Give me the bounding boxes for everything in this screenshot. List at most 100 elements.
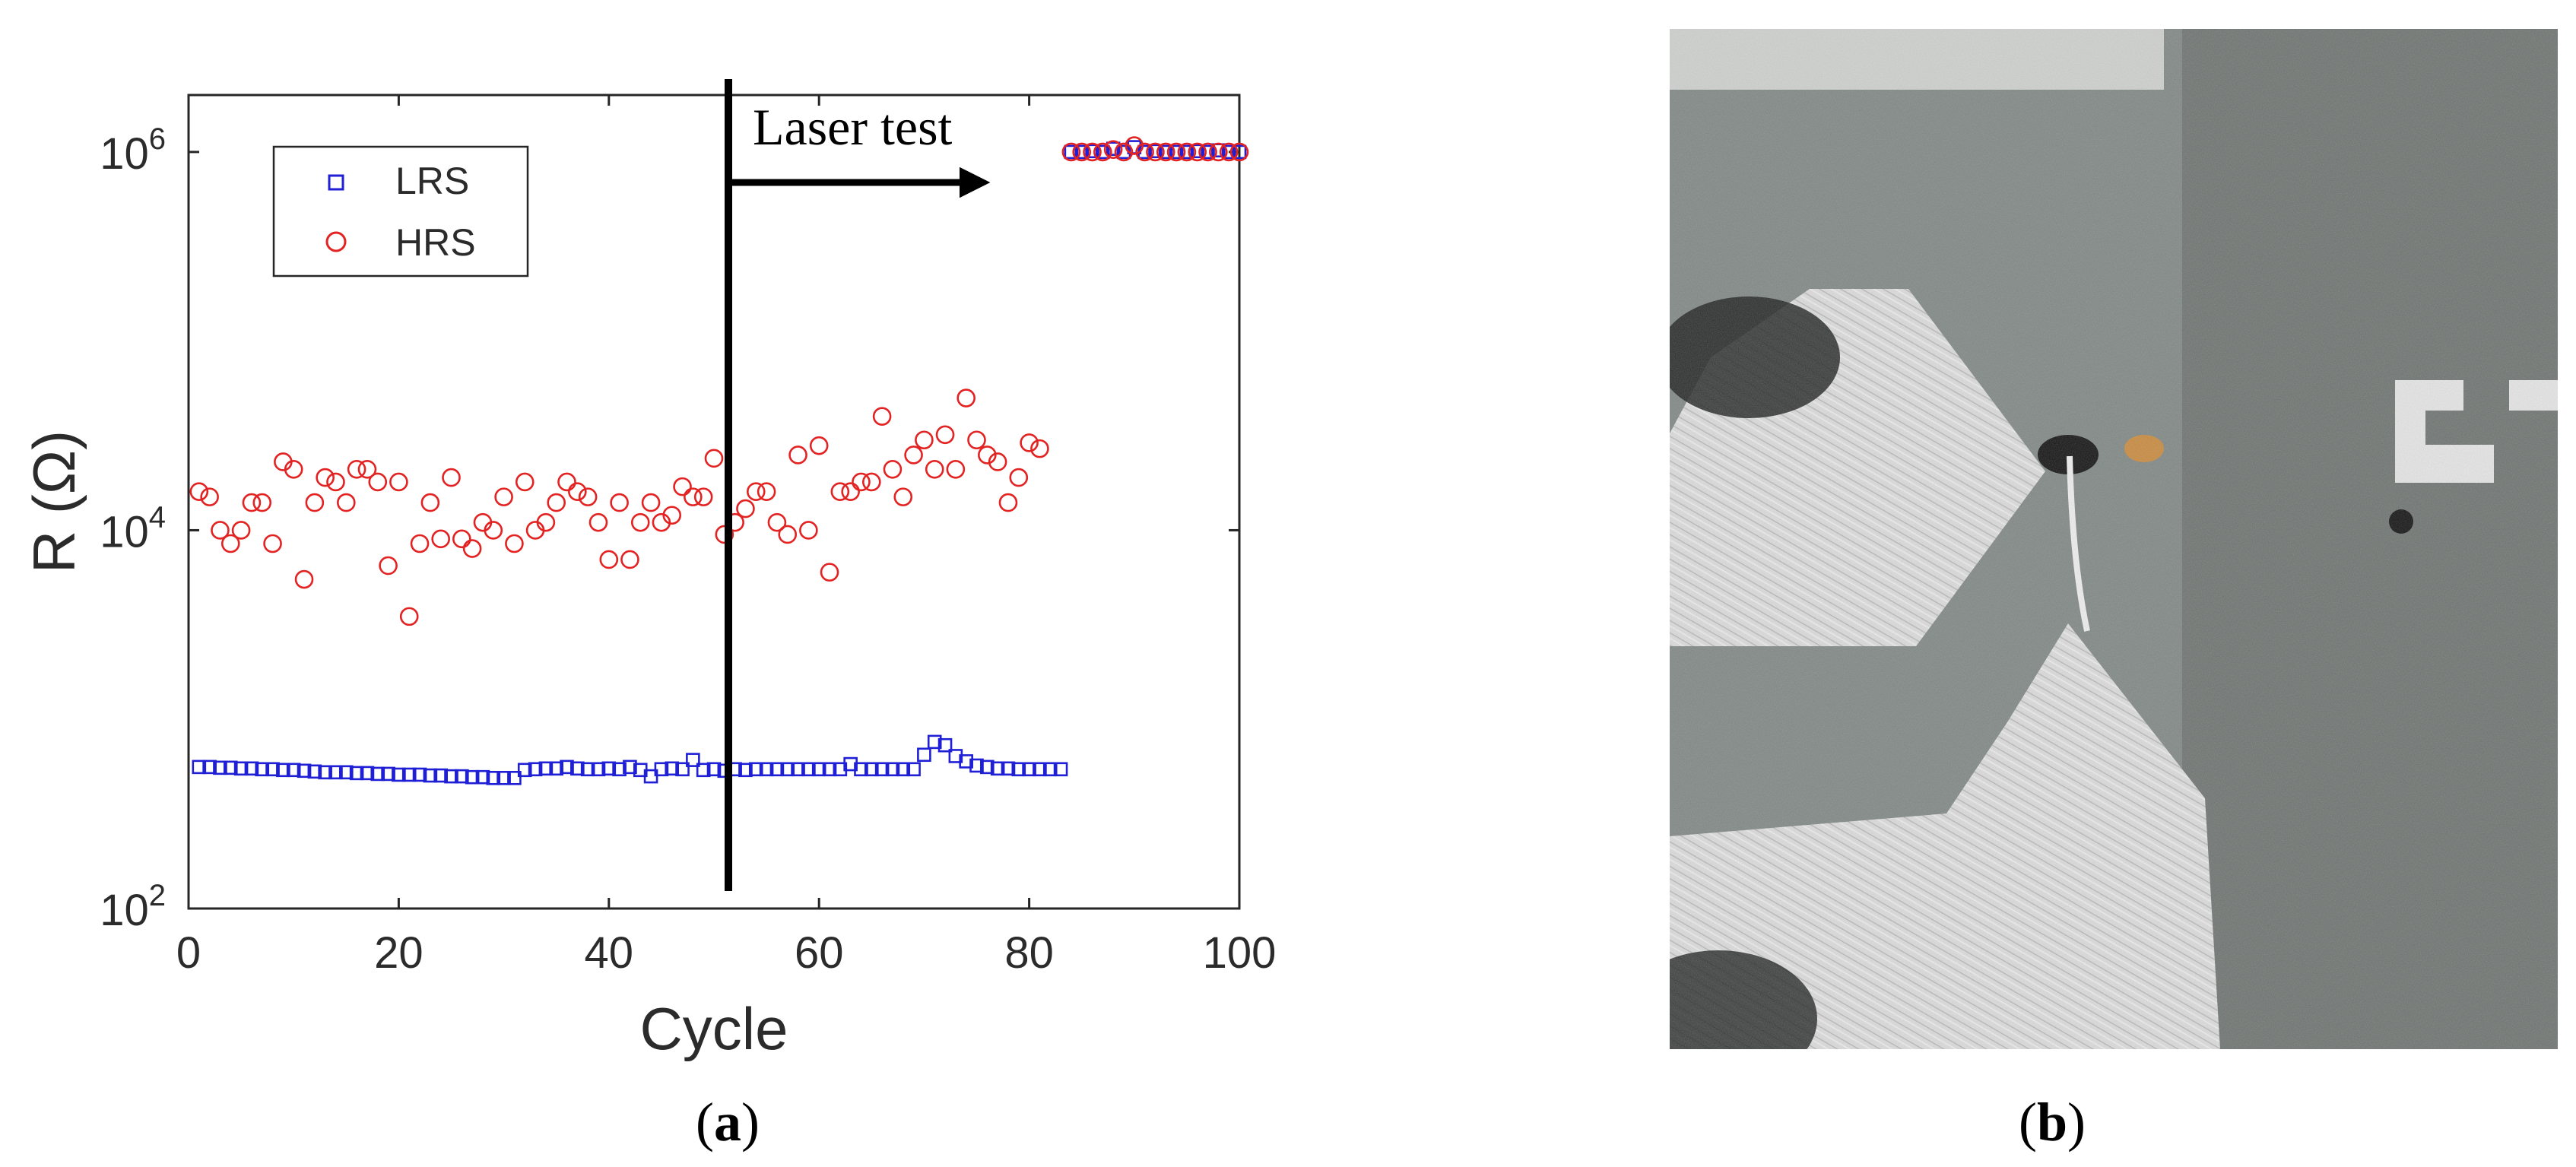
lrs-point [580,762,595,777]
hrs-point [778,525,798,544]
hrs-point [852,472,871,492]
hrs-point [841,482,860,501]
lrs-point [980,760,995,775]
lrs-point [1064,144,1079,160]
hrs-point [1188,142,1207,162]
lrs-point [465,769,480,785]
lrs-point [675,762,690,777]
lrs-point [896,762,911,777]
hrs-point [410,534,430,553]
lrs-point [297,763,312,779]
hrs-point [568,482,587,501]
lrs-point [696,763,711,778]
lrs-point [517,763,532,778]
hrs-point [189,482,209,501]
hrs-point [883,459,903,479]
lrs-point [538,761,554,776]
x-tick-label: 40 [585,928,634,978]
hrs-point [263,534,282,553]
hrs-point [305,493,325,512]
hrs-point [1020,433,1039,452]
x-tick-label: 100 [1203,928,1277,978]
hrs-point [368,472,388,492]
hrs-point [1125,136,1144,155]
hrs-point [547,493,566,512]
y-tick-label: 104 [100,500,166,557]
hrs-point [1072,142,1091,162]
lrs-point [244,761,259,776]
lrs-point [874,762,890,777]
hrs-point [704,449,724,468]
lrs-point [401,767,417,782]
hrs-point [1135,142,1154,162]
hrs-point [673,477,692,496]
hrs-point [830,482,850,501]
hrs-point [641,493,661,512]
hrs-point [1093,142,1112,162]
x-tick-label: 60 [795,928,844,978]
lrs-point [486,770,501,785]
lrs-point [686,753,700,767]
lrs-point [360,766,375,781]
lrs-point [570,761,585,776]
y-tick-label: 102 [100,879,166,935]
lrs-point [1022,762,1036,777]
hrs-point [788,446,807,465]
hrs-point [684,487,703,506]
lrs-point [1221,144,1236,160]
hrs-point [494,487,513,506]
lrs-point [444,769,458,784]
legend-marker-lrs [328,174,344,191]
lrs-point [1148,144,1163,159]
hrs-point [316,468,335,487]
laser-test-label: Laser test [753,98,953,156]
lrs-point [643,769,658,784]
lrs-point [1106,141,1121,156]
x-tick-label: 80 [1004,928,1054,978]
hrs-point [1209,142,1228,162]
hrs-series [189,136,1249,626]
lrs-point [801,762,816,777]
lrs-point [990,761,1005,776]
lrs-point [560,760,574,775]
hrs-point [515,472,535,492]
hrs-point [925,459,944,479]
hrs-point [988,452,1007,471]
lrs-point [433,768,448,783]
lrs-point [549,761,564,776]
hrs-point [357,459,377,479]
hrs-point [956,388,976,407]
lrs-point [276,763,290,778]
hrs-point [998,493,1018,512]
hrs-point [693,487,713,506]
hrs-point [399,607,419,626]
hrs-point [946,459,966,479]
hrs-point [862,472,881,492]
hrs-point [620,550,639,569]
lrs-point [854,762,868,777]
lrs-point [623,760,637,775]
lrs-point [937,737,953,753]
hrs-point [252,493,272,512]
hrs-point [505,534,524,553]
hrs-point [967,430,986,450]
hrs-point [599,550,619,569]
chart-legend: LRS HRS [272,145,529,277]
lrs-point [591,762,606,777]
lrs-point [822,762,837,777]
lrs-point [1074,144,1089,160]
lrs-point [601,761,617,776]
lrs-point [1190,144,1205,159]
hrs-point [231,521,251,540]
lrs-point [1096,144,1110,160]
lrs-point [233,761,249,776]
lrs-point [1232,144,1247,160]
hrs-point [242,493,262,512]
lrs-point [507,770,522,785]
lrs-point [338,765,354,780]
hrs-point [379,556,398,576]
hrs-point [220,534,240,553]
hrs-point [442,468,461,487]
hrs-point [893,487,913,506]
hrs-point [1229,142,1249,162]
